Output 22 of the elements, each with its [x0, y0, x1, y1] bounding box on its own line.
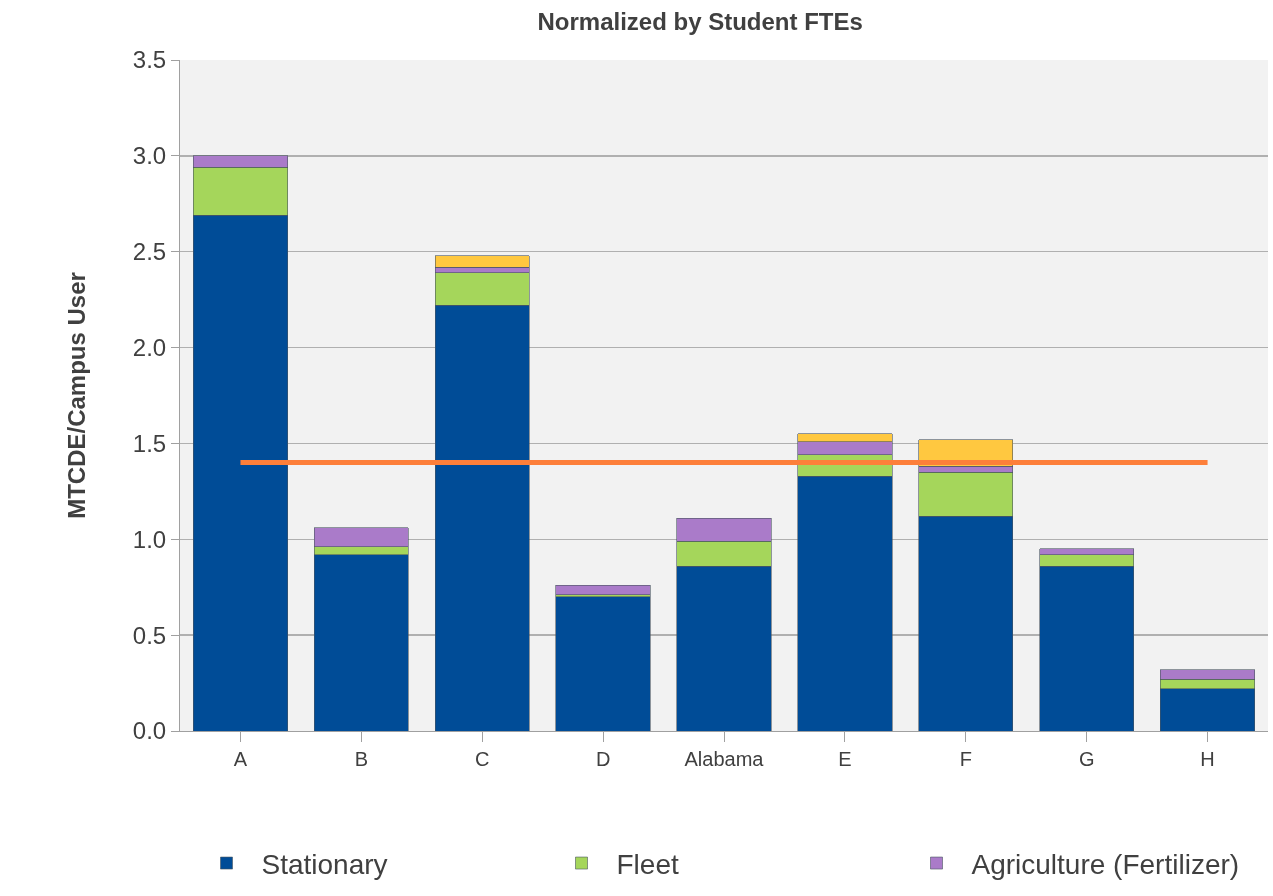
- x-tick-label: B: [354, 748, 368, 770]
- y-tick-label: 0.0: [132, 717, 167, 745]
- y-tick-label: 1.5: [132, 429, 167, 457]
- x-tick-label: C: [474, 748, 490, 770]
- y-tick-label: 1.0: [132, 525, 167, 553]
- y-tick-label: 2.0: [132, 333, 167, 361]
- y-axis-title: MTCDE/Campus User: [62, 272, 90, 519]
- x-tick-label: Alabama: [684, 748, 765, 770]
- y-tick-label: 0.5: [132, 621, 167, 649]
- x-tick-label: D: [595, 748, 611, 770]
- legend-label: Agriculture (Fertilizer): [971, 848, 1240, 880]
- legend-label: Fleet: [616, 848, 679, 880]
- x-tick-label: F: [959, 748, 972, 770]
- x-tick-label: G: [1078, 748, 1095, 770]
- chart-title: Normalized by Student FTEs: [537, 8, 863, 36]
- legend-label: Stationary: [261, 848, 388, 880]
- x-tick-label: A: [233, 748, 248, 770]
- x-tick-label: E: [838, 748, 852, 770]
- y-tick-label: 3.5: [132, 46, 167, 74]
- y-tick-label: 2.5: [132, 238, 167, 266]
- y-tick-label: 3.0: [132, 142, 167, 170]
- x-tick-label: H: [1200, 748, 1215, 770]
